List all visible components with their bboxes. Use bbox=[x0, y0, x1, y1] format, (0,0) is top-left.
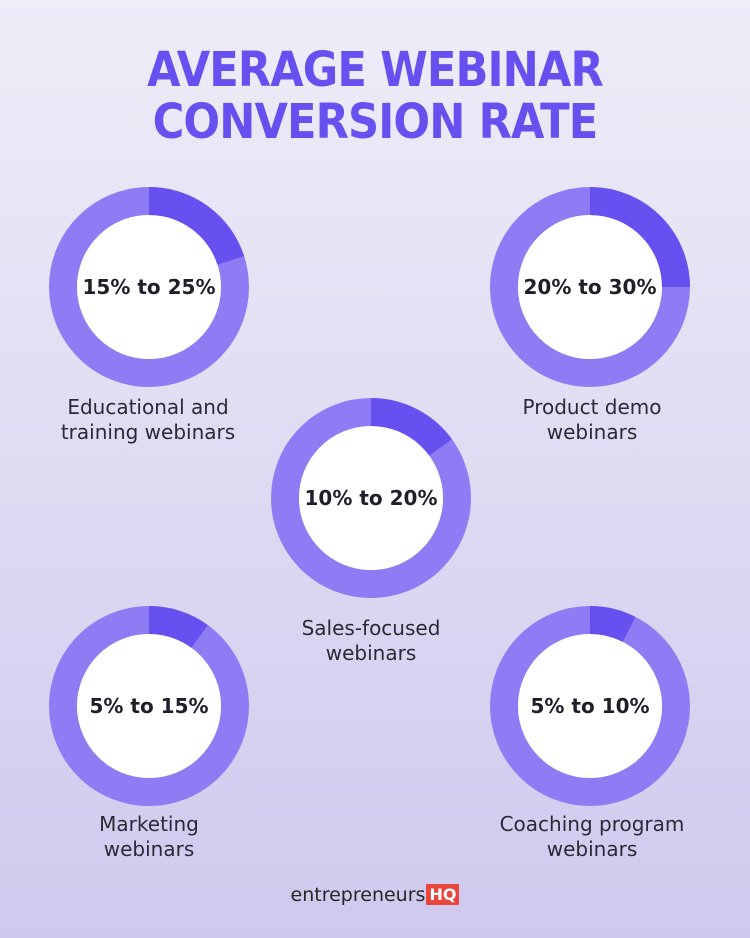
category-label-educational: Educational and training webinars bbox=[18, 395, 278, 445]
category-label-marketing: Marketing webinars bbox=[19, 812, 279, 862]
donut-value-marketing: 5% to 15% bbox=[89, 694, 208, 718]
donut-hole-sales-focused bbox=[299, 426, 443, 570]
donut-hole-marketing bbox=[77, 634, 221, 778]
category-label-coaching-line2: webinars bbox=[546, 837, 638, 861]
donut-coaching: 5% to 10% bbox=[490, 606, 690, 806]
donut-hole-educational bbox=[77, 215, 221, 359]
page-title: AVERAGE WEBINAR CONVERSION RATE bbox=[38, 44, 713, 148]
category-label-coaching-line1: Coaching program bbox=[499, 812, 685, 836]
donut-product-demo: 20% to 30% bbox=[490, 187, 690, 387]
category-label-marketing-line1: Marketing bbox=[99, 812, 199, 836]
category-label-coaching: Coaching program webinars bbox=[462, 812, 722, 862]
donut-segment-sales-focused bbox=[370, 398, 452, 457]
donut-hole-product-demo bbox=[518, 215, 662, 359]
category-label-educational-line2: training webinars bbox=[60, 420, 236, 444]
brand-logo: entrepreneurs HQ bbox=[0, 884, 750, 906]
donut-value-sales-focused: 10% to 20% bbox=[305, 486, 438, 510]
donut-segment-marketing bbox=[148, 606, 208, 649]
donut-sales-focused: 10% to 20% bbox=[271, 398, 471, 598]
brand-badge: HQ bbox=[426, 884, 460, 905]
category-label-sales-focused-line2: webinars bbox=[325, 641, 417, 665]
donut-segment-educational bbox=[148, 187, 245, 266]
brand-name: entrepreneurs bbox=[290, 884, 426, 906]
category-label-product-demo: Product demo webinars bbox=[462, 395, 722, 445]
title-line-2: CONVERSION RATE bbox=[152, 94, 599, 150]
donut-segment-coaching bbox=[589, 606, 636, 643]
category-label-sales-focused-line1: Sales-focused bbox=[301, 616, 441, 640]
title-line-1: AVERAGE WEBINAR bbox=[147, 42, 604, 98]
donut-hole-coaching bbox=[518, 634, 662, 778]
category-label-marketing-line2: webinars bbox=[103, 837, 195, 861]
category-label-sales-focused: Sales-focused webinars bbox=[241, 616, 501, 666]
donut-value-coaching: 5% to 10% bbox=[530, 694, 649, 718]
donut-educational: 15% to 25% bbox=[49, 187, 249, 387]
donut-marketing: 5% to 15% bbox=[49, 606, 249, 806]
category-label-product-demo-line2: webinars bbox=[546, 420, 638, 444]
category-label-product-demo-line1: Product demo bbox=[522, 395, 662, 419]
donut-value-educational: 15% to 25% bbox=[83, 275, 216, 299]
donut-segment-product-demo bbox=[589, 187, 690, 288]
donut-value-product-demo: 20% to 30% bbox=[524, 275, 657, 299]
category-label-educational-line1: Educational and bbox=[67, 395, 229, 419]
